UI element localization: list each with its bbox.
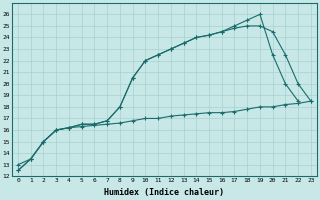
X-axis label: Humidex (Indice chaleur): Humidex (Indice chaleur) [104, 188, 224, 197]
